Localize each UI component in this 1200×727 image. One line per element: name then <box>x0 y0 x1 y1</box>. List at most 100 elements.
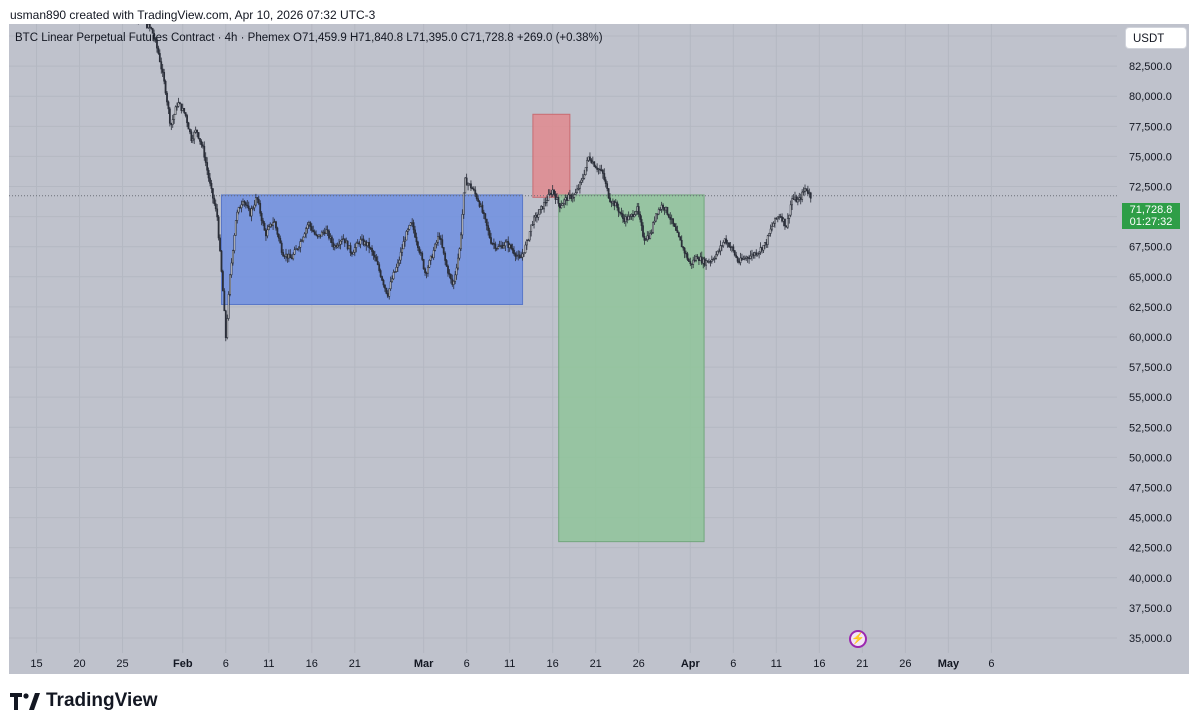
candle <box>772 221 775 227</box>
candle <box>312 225 315 233</box>
candle-body <box>568 194 571 196</box>
candle-body <box>283 255 286 258</box>
symbol-title[interactable]: BTC Linear Perpetual Futures Contract · … <box>15 32 290 44</box>
candle-body <box>753 252 756 256</box>
candle-body <box>318 234 320 237</box>
candle-body <box>601 169 604 174</box>
candle-body <box>439 238 442 240</box>
candle-body <box>772 223 775 227</box>
candle <box>718 248 720 254</box>
candle-body <box>693 259 696 262</box>
candle <box>398 256 401 267</box>
candle <box>232 249 234 266</box>
candle <box>414 225 416 238</box>
candle-body <box>151 28 154 34</box>
candle-body <box>471 187 474 190</box>
candle-body <box>504 241 507 247</box>
candle-body <box>482 212 485 214</box>
candle <box>388 288 391 300</box>
candle <box>148 24 151 32</box>
candle-body <box>187 122 190 130</box>
candle-body <box>197 132 200 139</box>
x-tick-label: Feb <box>173 658 193 670</box>
candle <box>554 191 557 204</box>
currency-button[interactable]: USDT <box>1125 27 1187 49</box>
candle-body <box>186 115 188 124</box>
candle <box>259 200 262 217</box>
candle-body <box>609 197 611 203</box>
candle <box>579 181 581 194</box>
candle-body <box>759 247 762 253</box>
candle-body <box>148 24 151 28</box>
candle <box>196 129 199 138</box>
candle-body <box>382 279 385 286</box>
y-tick-label: 75,000.0 <box>1129 151 1172 163</box>
candle <box>300 238 303 242</box>
candle <box>247 201 250 212</box>
candle <box>599 164 601 174</box>
candle-body <box>461 214 464 236</box>
candle-body <box>445 260 448 267</box>
candle <box>447 264 449 277</box>
candle-body <box>472 188 475 191</box>
candle-body <box>381 276 383 281</box>
candle-body <box>341 239 343 242</box>
candle-body <box>191 138 194 142</box>
candle-body <box>183 107 186 113</box>
candle <box>277 233 280 242</box>
candle <box>629 214 631 220</box>
candle-body <box>596 167 599 170</box>
candle <box>246 199 249 209</box>
candle <box>523 252 525 258</box>
candle <box>799 193 802 205</box>
zone-target <box>558 194 705 543</box>
candle-body <box>690 263 693 265</box>
candle-body <box>703 258 706 266</box>
candle <box>468 183 471 186</box>
candle <box>147 24 150 29</box>
candle <box>604 176 607 188</box>
candle <box>749 250 752 260</box>
candle-body <box>580 179 583 183</box>
candle-body <box>804 188 806 192</box>
candle-body <box>392 272 395 280</box>
candle <box>128 7 129 15</box>
candle-body <box>157 47 160 54</box>
candle <box>676 225 679 233</box>
candle-body <box>503 245 505 249</box>
candle <box>546 196 548 207</box>
lightning-icon[interactable]: ⚡ <box>849 630 867 648</box>
candle <box>197 132 200 140</box>
candle-body <box>520 256 523 259</box>
candle-body <box>624 216 627 223</box>
candle-body <box>179 102 181 105</box>
candle-body <box>481 204 484 213</box>
candle-body <box>411 222 414 224</box>
candle <box>131 11 132 18</box>
candle-body <box>594 166 597 169</box>
candle <box>782 217 785 227</box>
candle-body <box>365 241 368 247</box>
candle <box>619 211 621 216</box>
candle-body <box>312 230 315 233</box>
candle-body <box>768 233 771 237</box>
zone-sweep <box>532 113 571 198</box>
tradingview-logo[interactable]: TradingView <box>10 690 158 712</box>
candle-body <box>715 254 718 259</box>
candle-body <box>722 241 725 247</box>
candle <box>593 161 596 168</box>
candle <box>784 218 786 230</box>
candle-body <box>530 224 533 232</box>
candle-body <box>675 226 677 231</box>
candle <box>373 250 376 262</box>
candle-body <box>287 253 290 259</box>
candle-body <box>353 247 356 253</box>
candle-body <box>576 188 578 194</box>
candle-body <box>308 222 310 226</box>
candle-body <box>584 167 587 175</box>
candle <box>292 252 295 261</box>
candle <box>309 221 312 231</box>
candle <box>250 205 253 222</box>
candle <box>809 191 812 203</box>
